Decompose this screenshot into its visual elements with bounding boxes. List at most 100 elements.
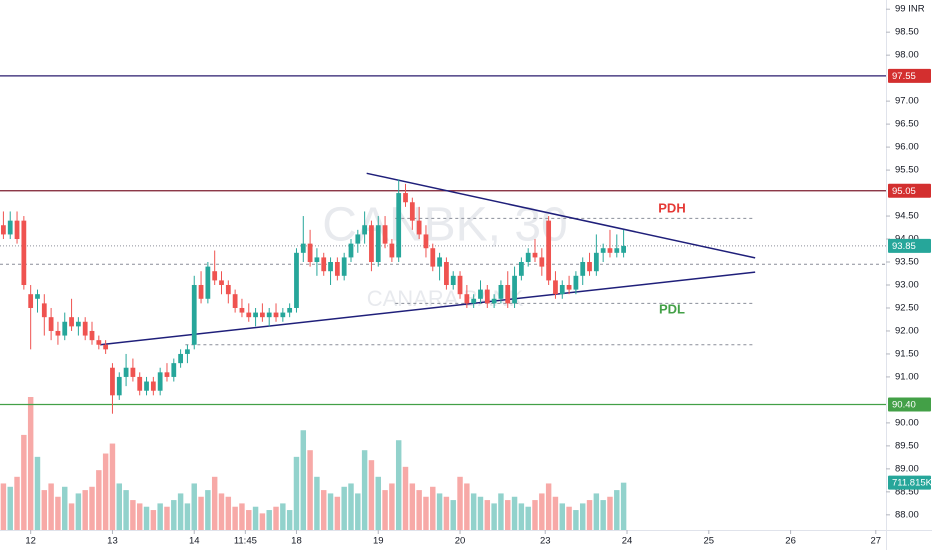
candle-body [334,262,340,276]
candle-body [62,321,68,336]
y-tick-label: 89.00 [895,463,919,474]
candle-body [546,220,552,281]
volume-bar [402,466,409,530]
y-tick-label: 88.50 [895,486,919,497]
candle-body [89,330,95,341]
candle-body [369,225,374,263]
volume-bar [184,503,191,530]
candle-body [430,248,436,267]
volume-bar [150,510,157,530]
y-tick-label: 91.00 [895,371,919,382]
volume-bar [102,453,109,530]
x-tick-label: 26 [785,536,796,547]
volume-bar [559,503,565,530]
trendline [100,271,756,346]
candle-body [150,381,156,391]
candle-body [144,381,149,391]
candle-body [225,284,231,295]
volume-bar [280,503,286,530]
y-tick-label: 99 INR [895,4,925,15]
x-tick-label: 12 [25,536,36,547]
candle-body [198,284,204,299]
candle-body [260,312,265,318]
candle-body [559,284,565,295]
volume-bar [7,486,13,530]
volume-bar [334,496,341,530]
last-price-label-box [888,238,931,253]
volume-bar [579,503,586,530]
volume-bar [505,500,511,530]
volume-bar [525,506,531,530]
x-tick-label: 13 [107,536,118,547]
volume-bar [511,496,518,530]
y-tick-label: 94.50 [895,211,919,222]
candle-body [69,317,74,327]
trendline [366,172,756,259]
candle-body [341,257,347,276]
volume-bar [491,503,497,530]
candle-body [232,294,238,308]
level-label-box [888,68,931,83]
x-tick-label: 11:45 [234,536,257,547]
candle-body [280,312,286,318]
x-tick-label: 27 [870,536,881,547]
volume-bar [136,503,143,530]
candle-body [239,307,245,313]
candle-body [253,312,258,318]
candle-body [396,193,402,258]
volume-bar [89,486,95,530]
volume-bar [62,486,68,530]
candle-body [246,312,252,318]
volume-bar [109,443,116,530]
volume-bar [368,460,375,530]
candle-body [137,376,143,391]
volume-bar [552,496,559,530]
candle-body [157,372,163,391]
candle-body [409,202,415,221]
candle-body [437,257,442,267]
volume-bar [164,506,170,530]
candle-body [328,262,333,272]
volume-bar [82,490,88,530]
volume-bar [293,456,300,530]
candle-body [21,220,27,285]
candle-body [539,257,545,267]
volume-bar [232,506,238,530]
candle-body [491,298,497,304]
volume-bar [259,513,266,530]
volume-bar [620,482,627,530]
volume-bar [48,483,54,530]
volume-label: 711.815K [892,478,932,489]
candle-body [28,294,34,308]
volume-bar [307,450,313,530]
candle-body [362,225,368,235]
candle-body [423,234,429,249]
volume-bar [205,490,211,530]
volume-bar [464,483,470,530]
candle-body [525,252,531,263]
x-tick-label: 20 [455,536,466,547]
candle-body [1,225,6,235]
volume-bar [191,483,197,530]
volume-bar [34,456,41,530]
candle-body [7,220,13,235]
candle-body [96,340,102,345]
annotation: PDH [658,201,685,216]
volume-bar [600,500,606,530]
volume-bar [123,490,129,530]
volume-bar [573,510,579,530]
volume-bar [545,483,552,530]
y-tick-label: 91.50 [895,348,919,359]
volume-bar [68,503,75,530]
volume-bar [395,440,402,530]
y-tick-label: 93.50 [895,257,919,268]
x-tick-label: 18 [291,536,302,547]
candle-body [321,257,327,272]
x-tick-label: 24 [622,536,633,547]
annotation: PDL [659,302,685,317]
candle-body [35,294,40,299]
volume-bar [130,500,136,530]
candle-body [600,248,606,253]
volume-bar [409,483,416,530]
